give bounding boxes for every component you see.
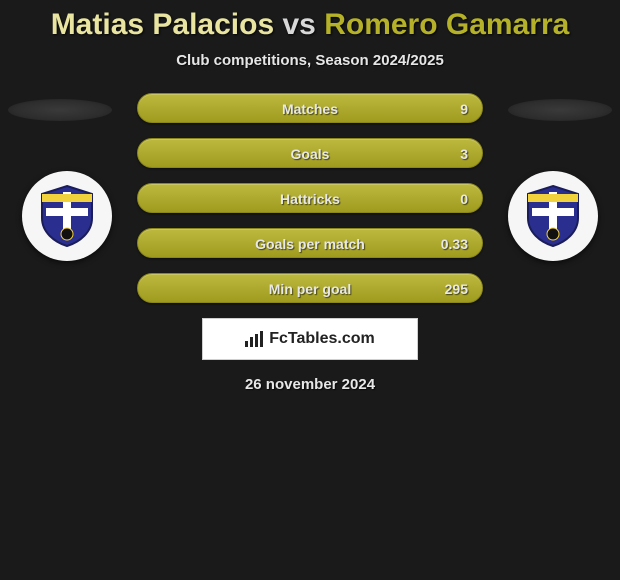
stat-label: Goals — [138, 139, 482, 169]
player1-name: Matias Palacios — [51, 8, 274, 41]
stat-rows: Matches 9 Goals 3 Hattricks 0 Goals per … — [137, 93, 483, 303]
shield-icon — [38, 184, 96, 248]
stat-label: Matches — [138, 94, 482, 124]
stat-value-right: 0 — [460, 184, 468, 214]
stat-value-right: 3 — [460, 139, 468, 169]
stat-row-min-per-goal: Min per goal 295 — [137, 273, 483, 303]
player2-name: Romero Gamarra — [324, 8, 569, 41]
watermark-text: FcTables.com — [269, 330, 375, 348]
stat-value-right: 9 — [460, 94, 468, 124]
badge-shadow-right — [508, 99, 612, 121]
comparison-title: Matias Palacios vs Romero Gamarra — [0, 0, 620, 42]
stat-value-right: 295 — [445, 274, 468, 304]
stat-label: Min per goal — [138, 274, 482, 304]
stat-value-right: 0.33 — [441, 229, 468, 259]
source-watermark: FcTables.com — [202, 318, 418, 360]
stat-label: Goals per match — [138, 229, 482, 259]
stat-row-goals: Goals 3 — [137, 138, 483, 168]
snapshot-date: 26 november 2024 — [0, 376, 620, 393]
vs-separator: vs — [282, 8, 315, 41]
stat-row-goals-per-match: Goals per match 0.33 — [137, 228, 483, 258]
stats-stage: Matches 9 Goals 3 Hattricks 0 Goals per … — [0, 93, 620, 393]
club-badge-right — [508, 171, 598, 261]
club-badge-left — [22, 171, 112, 261]
shield-icon — [524, 184, 582, 248]
chart-bars-icon — [245, 331, 265, 347]
stat-label: Hattricks — [138, 184, 482, 214]
stat-row-hattricks: Hattricks 0 — [137, 183, 483, 213]
badge-shadow-left — [8, 99, 112, 121]
season-subtitle: Club competitions, Season 2024/2025 — [0, 52, 620, 69]
stat-row-matches: Matches 9 — [137, 93, 483, 123]
